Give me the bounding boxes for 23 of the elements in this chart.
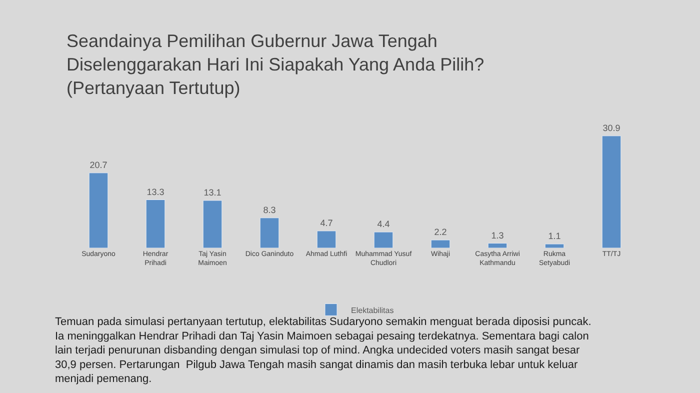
chart-title: Seandainya Pemilihan Gubernur Jawa Tengah Diselenggarakan Hari Ini Siapakah Yang Anda Pilih? (Pertanyaan Tertutup) [66,31,484,98]
data-label: 30.9 [602,122,620,133]
bar [374,232,394,248]
data-label: 1.1 [548,231,561,242]
data-label: 2.2 [434,227,447,238]
bar [430,240,450,248]
data-label: 4.7 [320,218,333,228]
bar [202,200,222,248]
bar [146,200,166,248]
data-label: 8.3 [263,204,276,215]
legend-label: Elektabilitas [351,306,394,315]
text: Temuan pada simulasi pertanyaan tertutup, elektabilitas Sudaryono semakin menguat berada diposisi puncak. Ia meninggalkan Hendrar Prihadi dan Taj Yasin Maimoen sebagai pesaing terdekatnya. Sementara bagi calon lain terjadi penurunan disbanding dengan simulasi top of mind. Angka undecided voters masih sangat besar 30,9 persen. Pertarungan Pilgub Jawa Tengah masih sangat dinamis dan masih terbuka lebar untuk keluar menjadi pemenang. [55,316,592,386]
data-label: 20.7 [90,160,108,170]
data-label: 13.1 [204,187,222,198]
bar [316,230,336,248]
bar [88,172,108,248]
data-label: 4.4 [377,219,390,230]
data-label: 13.3 [146,186,164,197]
bar [488,243,508,248]
bar [602,136,622,248]
bar [260,218,280,248]
bar [544,244,564,248]
data-label: 1.3 [491,230,504,240]
